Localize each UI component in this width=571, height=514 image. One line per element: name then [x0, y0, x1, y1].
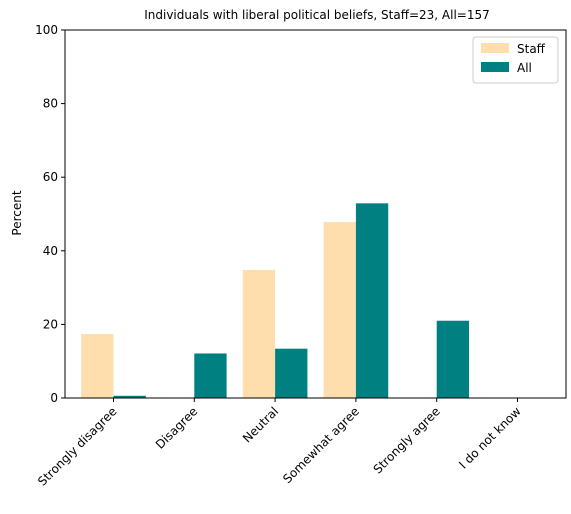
- bar-all-4: [436, 320, 470, 398]
- y-tick-label-1: 20: [43, 317, 58, 331]
- legend-label-staff: Staff: [517, 42, 546, 56]
- y-tick-label-0: 0: [50, 391, 58, 405]
- plot-frame: [64, 29, 567, 399]
- x-tick-label-5: I do not know: [456, 404, 524, 472]
- y-tick-label-2: 40: [43, 244, 58, 258]
- x-tick-label-3: Somewhat agree: [280, 404, 362, 486]
- x-tick-label-1: Disagree: [153, 404, 201, 452]
- y-tick-label-4: 80: [43, 97, 58, 111]
- y-axis-ticks: 0 20 40 60 80 100: [35, 23, 65, 405]
- x-tick-label-4: Strongly agree: [371, 404, 443, 476]
- legend: Staff All: [472, 36, 559, 84]
- chart-title: Individuals with liberal political belie…: [144, 8, 490, 22]
- bar-all-0: [113, 395, 146, 398]
- bars-group: [81, 203, 470, 398]
- legend-label-all: All: [517, 61, 532, 75]
- y-tick-label-3: 60: [43, 170, 58, 184]
- x-axis-ticks: Strongly disagree Disagree NeutralSomewhat…: [35, 398, 524, 489]
- bar-all-3: [355, 203, 389, 398]
- y-axis-label: Percent: [10, 190, 24, 235]
- legend-swatch-staff: [481, 43, 509, 53]
- y-tick-label-5: 100: [35, 23, 58, 37]
- bar-all-1: [194, 353, 227, 398]
- x-tick-label-2: Neutral: [240, 404, 281, 445]
- bar-staff-0: [81, 333, 114, 398]
- bar-staff-2: [242, 269, 276, 398]
- legend-swatch-all: [481, 62, 509, 72]
- bar-staff-3: [323, 222, 356, 398]
- bar-all-2: [275, 348, 308, 398]
- x-tick-label-0: Strongly disagree: [35, 404, 119, 488]
